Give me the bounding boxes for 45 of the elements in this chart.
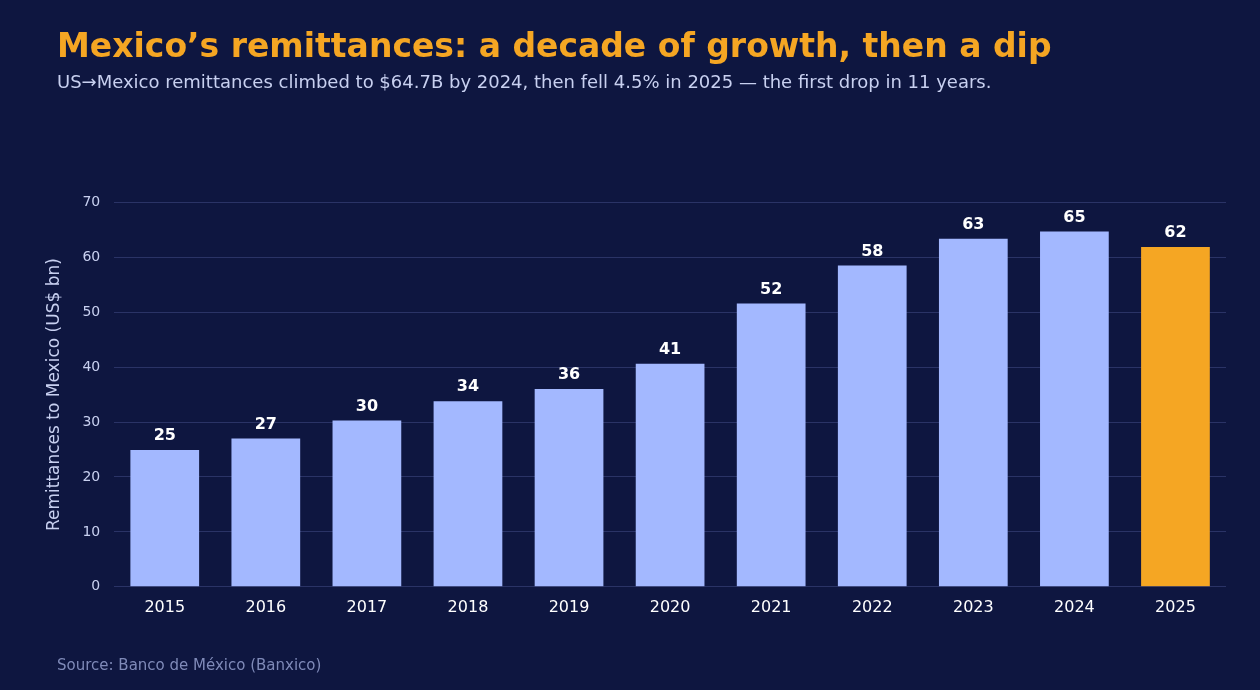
data-label: 63 (962, 213, 985, 233)
source-note: Source: Banco de México (Banxico) (57, 656, 322, 674)
x-tick-label: 2015 (144, 596, 186, 616)
bar (736, 303, 806, 587)
y-axis-title: Remittances to Mexico (US$ bn) (42, 258, 63, 532)
bar (231, 438, 301, 587)
x-tick-label: 2024 (1054, 596, 1095, 616)
data-label: 27 (254, 413, 277, 433)
x-tick-label: 2025 (1155, 596, 1196, 616)
chart-title: Mexico’s remittances: a decade of growth, then a dip (57, 26, 1052, 65)
data-label: 30 (355, 395, 379, 415)
x-tick-label: 2016 (245, 596, 287, 616)
x-tick-label: 2022 (851, 596, 893, 616)
x-tick-label: 2018 (447, 596, 489, 616)
y-tick-label: 50 (82, 302, 101, 319)
data-label: 62 (1164, 222, 1187, 242)
bar (635, 363, 705, 587)
x-tick-label: 2020 (649, 596, 691, 616)
bar (534, 389, 604, 587)
data-label: 34 (456, 376, 480, 396)
y-tick-label: 0 (91, 577, 101, 594)
bar (837, 265, 907, 587)
bar (130, 450, 200, 587)
bar (1040, 231, 1109, 587)
x-tick-label: 2019 (548, 596, 590, 616)
x-tick-label: 2021 (750, 596, 792, 616)
y-tick-label: 40 (82, 357, 101, 374)
y-tick-label: 70 (82, 193, 101, 210)
data-label: 65 (1063, 206, 1086, 226)
y-tick-label: 60 (82, 247, 101, 264)
data-label: 36 (557, 364, 581, 384)
data-label: 58 (861, 240, 884, 260)
y-tick-label: 20 (82, 467, 101, 484)
chart-subtitle: US→Mexico remittances climbed to $64.7B by 2024, then fell 4.5% in 2025 — the first drop in 11 years. (57, 71, 992, 92)
data-label: 41 (658, 339, 682, 358)
data-label: 25 (153, 425, 176, 445)
bar (332, 420, 402, 587)
data-label: 52 (760, 278, 783, 298)
bar (938, 238, 1008, 587)
bar (1141, 246, 1210, 587)
y-tick-label: 30 (82, 412, 101, 429)
y-tick-label: 10 (82, 522, 101, 539)
bar (433, 401, 503, 587)
x-tick-label: 2017 (346, 596, 388, 616)
x-tick-label: 2023 (952, 596, 994, 616)
